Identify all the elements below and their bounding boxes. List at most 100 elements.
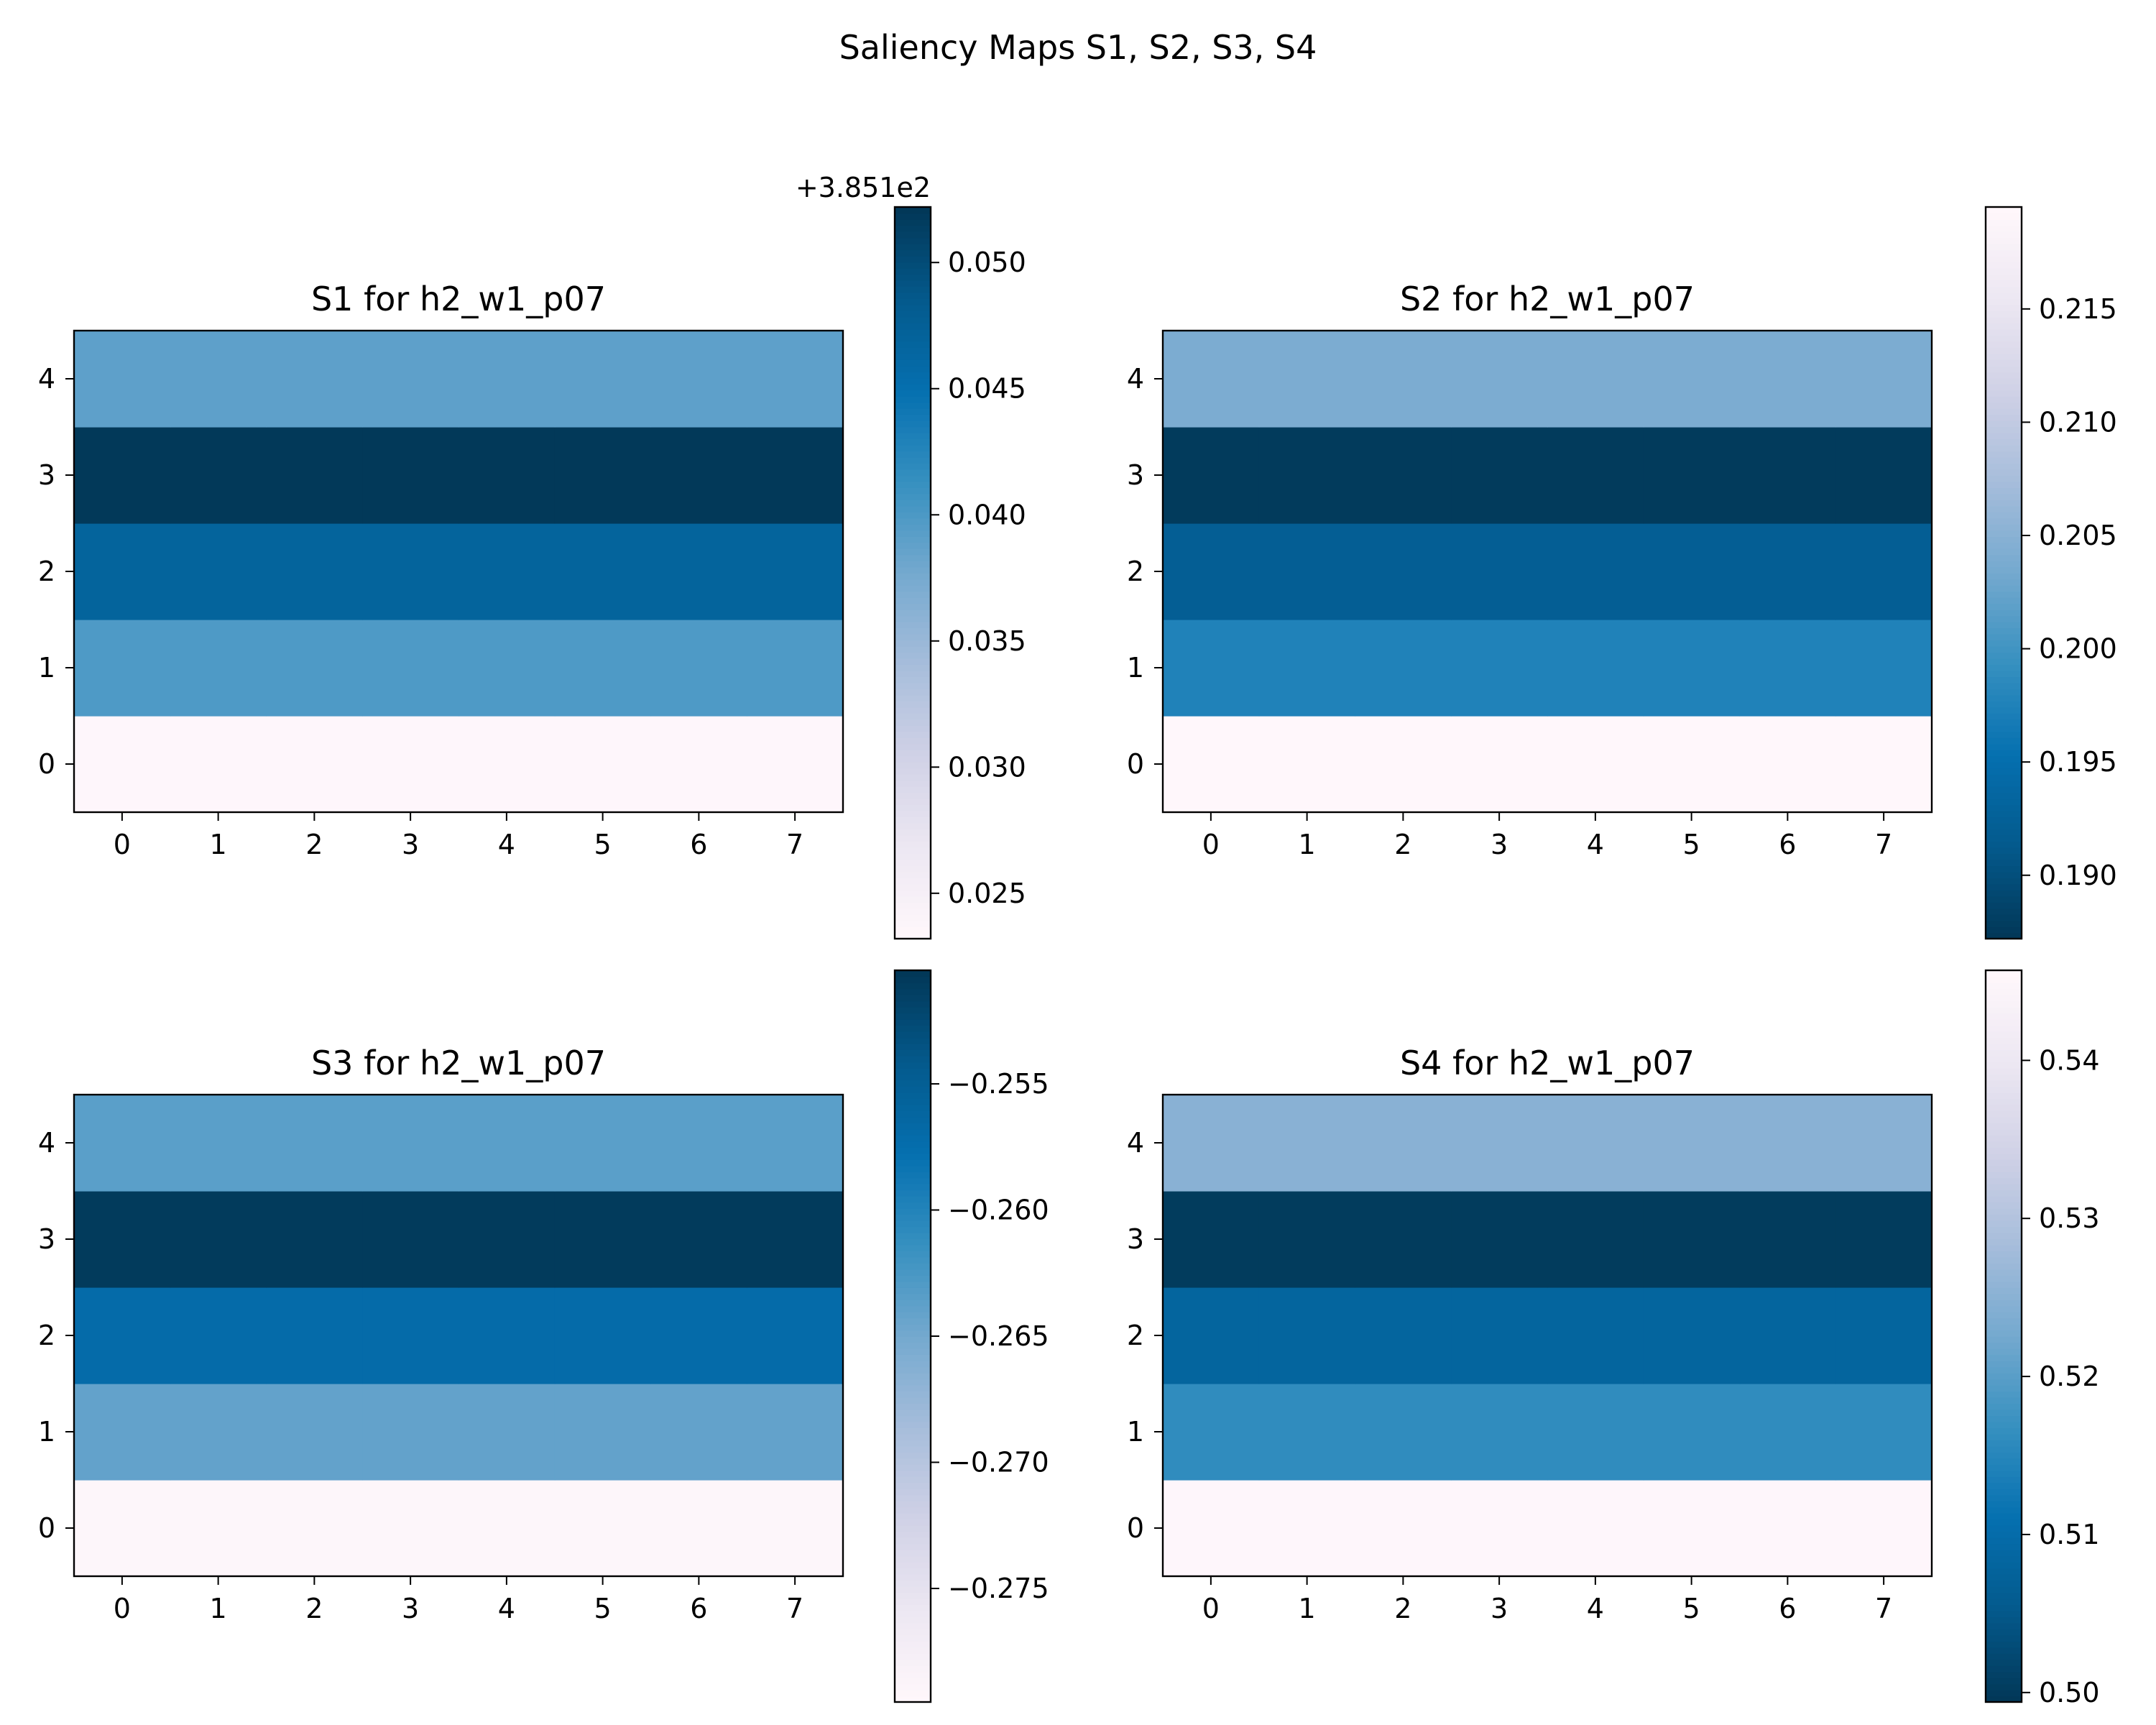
heatmap-cell [1835, 1384, 1932, 1481]
colorbar-segment [895, 1391, 931, 1398]
colorbar-segment [895, 359, 931, 367]
heatmap-cell [554, 523, 652, 620]
colorbar-segment [1986, 1641, 2022, 1648]
colorbar-segment [1986, 664, 2022, 671]
colorbar-segment [895, 1421, 931, 1429]
colorbar-segment [895, 1135, 931, 1142]
colorbar-segment [895, 218, 931, 226]
colorbar-segment [895, 1305, 931, 1312]
colorbar-segment [895, 804, 931, 811]
colorbar-segment [895, 755, 931, 763]
colorbar-segment [1986, 847, 2022, 855]
colorbar-segment [895, 1690, 931, 1697]
heatmap-cell [1547, 1480, 1644, 1577]
colorbar-segment [1986, 1397, 2022, 1404]
colorbar-segment [895, 652, 931, 659]
x-tick-label: 3 [1491, 829, 1508, 860]
heatmap-cell [170, 1480, 267, 1577]
heatmap-cell [747, 716, 844, 813]
colorbar-segment [895, 676, 931, 684]
colorbar-segment [895, 609, 931, 617]
colorbar-segment [1986, 676, 2022, 684]
colorbar-segment [1986, 1153, 2022, 1160]
heatmap-cell [747, 1191, 844, 1288]
colorbar-segment [895, 932, 931, 939]
colorbar-segment [895, 249, 931, 257]
colorbar-segment [895, 298, 931, 305]
x-tick-label: 4 [498, 1593, 515, 1624]
x-tick-label: 5 [594, 829, 612, 860]
heatmap-cell [1451, 1287, 1548, 1384]
colorbar-tick-label: 0.54 [2039, 1044, 2100, 1076]
colorbar-segment [895, 1678, 931, 1685]
colorbar-segment [1986, 822, 2022, 830]
colorbar-segment [895, 1263, 931, 1270]
heatmap-cell [1258, 331, 1356, 428]
colorbar-segment [1986, 652, 2022, 659]
heatmap-cell [1258, 1287, 1356, 1384]
heatmap-cell [266, 1095, 363, 1192]
colorbar-segment [895, 530, 931, 537]
colorbar-segment [1986, 1524, 2022, 1532]
colorbar-segment [1986, 773, 2022, 781]
colorbar-segment [895, 1360, 931, 1368]
colorbar-segment [1986, 1195, 2022, 1203]
heatmap-cell [459, 1384, 556, 1481]
colorbar-segment [895, 365, 931, 372]
heatmap-cell [266, 1191, 363, 1288]
heatmap-cell [650, 1191, 747, 1288]
colorbar-segment [1986, 267, 2022, 275]
colorbar-segment [895, 1452, 931, 1459]
heatmap-cell [170, 1191, 267, 1288]
colorbar-segment [895, 664, 931, 671]
heatmap-cell [1835, 331, 1932, 428]
panel-title: S1 for h2_w1_p07 [311, 280, 606, 318]
colorbar-segment [1986, 1037, 2022, 1044]
colorbar-segment [895, 1403, 931, 1410]
heatmap-cell [362, 1384, 459, 1481]
colorbar-segment [1986, 1238, 2022, 1246]
colorbar-segment [1986, 883, 2022, 891]
colorbar-segment [895, 1659, 931, 1666]
x-tick-label: 0 [114, 1593, 131, 1624]
colorbar-segment [1986, 1000, 2022, 1008]
colorbar-segment [1986, 713, 2022, 720]
colorbar-segment [1986, 1501, 2022, 1508]
colorbar-segment [1986, 816, 2022, 824]
colorbar-segment [1986, 645, 2022, 653]
colorbar-segment [895, 871, 931, 878]
colorbar-segment [1986, 633, 2022, 641]
heatmap-cell [1547, 620, 1644, 717]
x-tick-label: 6 [690, 1593, 707, 1624]
colorbar-segment [895, 1232, 931, 1240]
colorbar-segment [1986, 584, 2022, 592]
colorbar-segment [895, 853, 931, 860]
colorbar-segment [895, 505, 931, 512]
colorbar-segment [895, 1013, 931, 1020]
colorbar-tick-label: 0.210 [2039, 406, 2117, 438]
colorbar-segment [895, 841, 931, 848]
colorbar-segment [1986, 615, 2022, 622]
y-tick-label: 1 [38, 1416, 55, 1448]
colorbar-segment [895, 1275, 931, 1282]
colorbar-segment [1986, 1598, 2022, 1606]
colorbar-segment [895, 237, 931, 244]
colorbar-segment [895, 633, 931, 641]
heatmap-cell [1547, 716, 1644, 813]
colorbar-segment [895, 1226, 931, 1233]
colorbar-segment [1986, 731, 2022, 738]
colorbar-offset-label: +3.851e2 [796, 172, 931, 203]
colorbar-segment [1986, 878, 2022, 885]
colorbar-segment [1986, 1263, 2022, 1270]
colorbar-segment [895, 707, 931, 714]
heatmap-cell [1451, 1384, 1548, 1481]
heatmap-cell [1451, 1191, 1548, 1288]
figure-suptitle: Saliency Maps S1, S2, S3, S4 [839, 28, 1317, 67]
heatmap-cell [747, 1384, 844, 1481]
colorbar-segment [1986, 1348, 2022, 1356]
colorbar-segment [895, 822, 931, 830]
colorbar-segment [1986, 1409, 2022, 1417]
colorbar-segment [895, 426, 931, 433]
x-tick-label: 4 [1587, 1593, 1604, 1624]
colorbar-segment [1986, 1123, 2022, 1130]
